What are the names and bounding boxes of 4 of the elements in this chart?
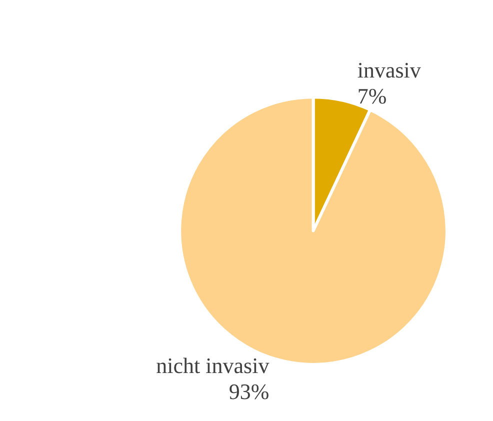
data-label: 93%: [228, 379, 270, 404]
data-label: 7%: [357, 83, 387, 108]
slice-label: nicht invasiv: [156, 353, 270, 378]
slice-label: invasiv: [357, 57, 421, 82]
